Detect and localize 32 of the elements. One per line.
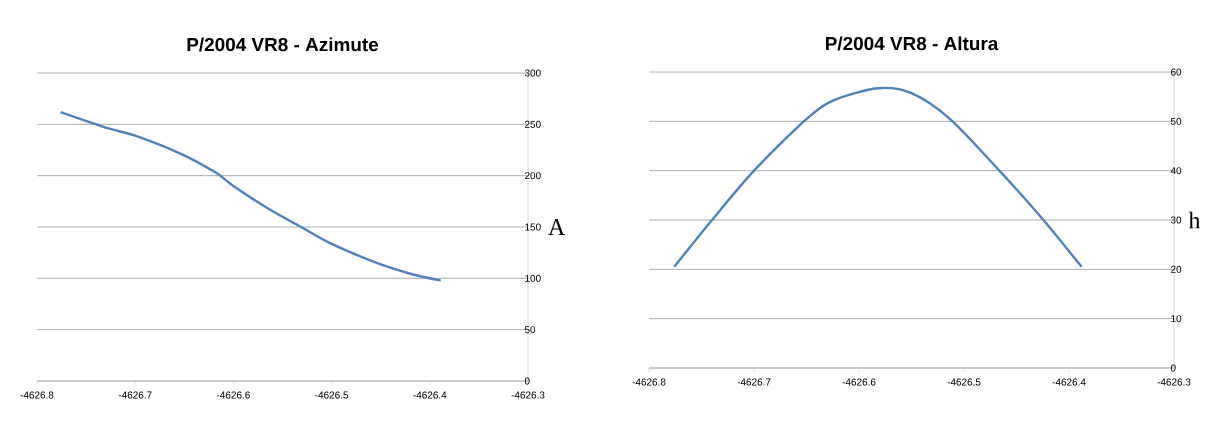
y-tick-label: 100 [525,274,541,282]
y-tick-label: 150 [525,223,541,231]
y-tick-label: 0 [524,377,530,385]
y-axis-title: A [548,219,566,235]
y-tick-label: 200 [524,172,541,180]
chart-title: P/2004 VR8 - Altura [825,36,999,51]
x-tick-label: -4626.5 [947,378,981,386]
y-tick-label: 250 [524,120,541,128]
x-tick-label: -4626.8 [20,391,54,399]
y-tick-label: 50 [1170,117,1182,125]
x-tick-label: -4626.5 [315,391,349,399]
x-tick-label: -4626.4 [413,391,447,399]
x-tick-label: -4626.6 [216,391,250,399]
x-tick-label: -4626.8 [632,378,666,386]
y-axis-title: h [1188,211,1201,229]
x-tick-label: -4626.4 [1052,378,1086,386]
y-tick-label: 40 [1170,167,1182,175]
x-tick-label: -4626.3 [511,391,545,399]
y-tick-label: 0 [1170,364,1176,372]
chart-title: P/2004 VR8 - Azimute [187,37,379,52]
y-tick-label: 50 [524,326,536,334]
y-tick-label: 10 [1171,315,1182,323]
x-tick-label: -4626.6 [842,378,876,386]
x-tick-label: -4626.7 [118,391,152,399]
line-series [673,86,1083,269]
y-tick-label: 30 [1170,216,1182,224]
y-tick-label: 60 [1171,68,1182,76]
line-series [59,110,442,282]
x-tick-label: -4626.3 [1157,378,1191,386]
y-tick-label: 300 [524,69,541,77]
x-tick-label: -4626.7 [737,378,771,386]
y-tick-label: 20 [1171,265,1182,273]
